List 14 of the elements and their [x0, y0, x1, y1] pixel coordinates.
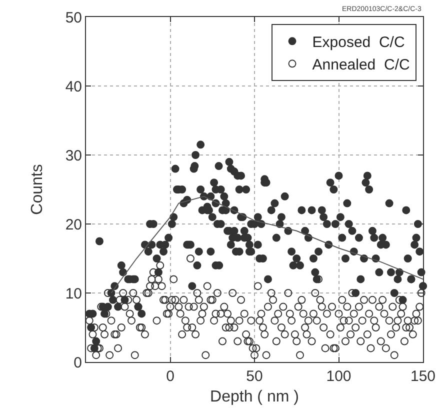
x-tick-label: 150	[410, 368, 436, 385]
y-tick-label: 10	[65, 285, 82, 302]
legend-label: Annealed C/C	[312, 56, 410, 74]
x-tick-label: 100	[326, 368, 352, 385]
y-tick-label: 0	[74, 354, 82, 372]
y-tick-label: 20	[65, 216, 82, 234]
legend-label: Exposed C/C	[312, 34, 405, 51]
x-tick-label: 0	[166, 368, 174, 385]
y-tick-label: 40	[65, 78, 82, 96]
y-tick-label: 30	[65, 147, 82, 164]
y-tick-label: 50	[65, 9, 82, 26]
x-axis-title: Depth ( nm )	[210, 388, 299, 406]
y-axis-title: Counts	[29, 164, 46, 215]
x-tick-label: 50	[246, 368, 263, 385]
